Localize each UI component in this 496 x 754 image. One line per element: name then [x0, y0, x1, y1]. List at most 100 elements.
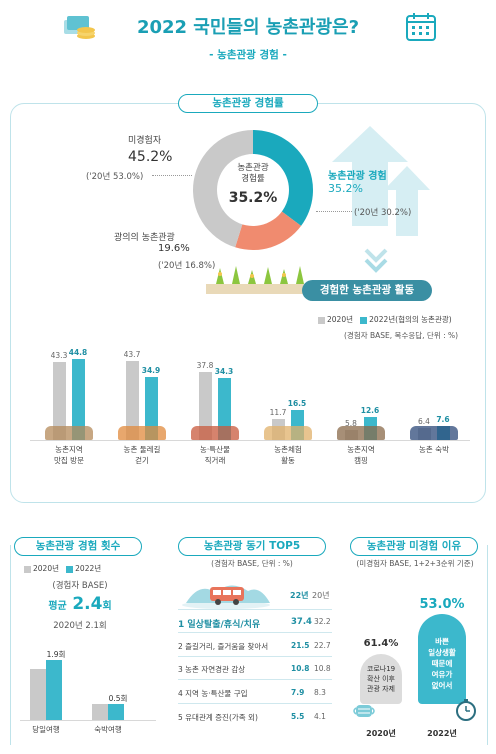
activities-baseline: [30, 440, 470, 441]
activity-value-2020: 6.4: [418, 417, 430, 427]
activity-illustration-icon: [264, 426, 312, 440]
motive-row-1-v20: 32.2: [314, 617, 331, 626]
activity-value-2022: 34.3: [214, 367, 234, 377]
motive-row-2-label: 2 즐길거리, 즐거움을 찾아서: [178, 642, 269, 651]
count-value-label: 0.5회: [108, 694, 128, 704]
reason-left-year: 2020년: [366, 729, 396, 738]
calendar-icon: [404, 10, 438, 44]
wide-tourism-value: 19.6%: [158, 243, 190, 254]
count-category-label: 숙박여행: [94, 725, 122, 734]
non-experienced-value: 45.2%: [128, 149, 173, 165]
crops-illustration: [206, 262, 318, 294]
activity-value-2020: 5.8: [345, 418, 357, 428]
bus-illustration: [180, 575, 272, 609]
activity-illustration-icon: [337, 426, 385, 440]
motives-col-20: 20년: [312, 591, 330, 600]
motives-header-divider: [178, 609, 332, 610]
count-average-value: 2.4: [72, 594, 103, 614]
motive-row-4-v22: 7.9: [291, 688, 305, 697]
count-average-unit: 회: [102, 601, 112, 612]
activity-bar-2022: [218, 378, 231, 440]
page-title: 2022 국민들의 농촌관광은?: [136, 17, 360, 38]
legend-2020-label: 2020년: [327, 315, 353, 324]
activity-value-2022: 34.9: [141, 366, 161, 376]
activity-bar-2020: [126, 361, 139, 440]
legend-2022-label: 2022년(협의의 농촌관광): [369, 315, 452, 324]
motive-row-5-label: 5 유대관계 증진(가족 외): [178, 713, 258, 722]
activity-bar-2022: [72, 359, 85, 440]
experienced-prev: ('20년 30.2%): [354, 208, 412, 218]
count-value-label: 1.9회: [46, 649, 66, 659]
activities-section-label: 경험한 농촌관광 활동: [302, 280, 432, 301]
activity-bar-2020: [53, 362, 66, 440]
reason-right-bubble: [418, 614, 466, 704]
motive-divider-2: [178, 656, 332, 657]
non-experienced-prev: ('20년 53.0%): [86, 172, 144, 182]
activities-legend: 2020년 2022년(협의의 농촌관광): [318, 314, 452, 325]
reason-left-text: 코로나19 확산 이후 관광 자제: [366, 665, 396, 693]
activity-value-2022: 7.6: [436, 415, 450, 425]
reasons-note: (미경험자 BASE, 1+2+3순위 기준): [356, 559, 474, 568]
activity-value-2022: 44.8: [68, 348, 88, 358]
motives-section-label: 농촌관광 동기 TOP5: [178, 537, 326, 556]
motive-row-1: 1 일상탈출/휴식/치유 37.4 32.2: [178, 617, 334, 630]
count-panel: [10, 545, 162, 745]
motive-row-5-v22: 5.5: [291, 712, 305, 721]
header-coins-icon: [62, 12, 98, 44]
count-baseline: [20, 720, 156, 721]
count-average: 평균 2.4회: [20, 594, 140, 614]
activity-illustration-icon: [191, 426, 239, 440]
experienced-value: 35.2%: [328, 182, 363, 195]
motive-divider-3: [178, 679, 332, 680]
experience-donut: [189, 126, 317, 254]
motive-row-2-v22: 21.5: [291, 641, 310, 650]
activity-category-label: 농촌체험 활동: [274, 445, 302, 465]
motive-divider-1: [178, 632, 332, 633]
experienced-label: 농촌관광 경험: [328, 171, 387, 182]
count-prev: 2020년 2.1회: [53, 621, 107, 631]
motive-row-4-v20: 8.3: [314, 688, 326, 697]
activity-category-label: 농촌지역 캠핑: [347, 445, 375, 465]
wide-tourism-label: 광의의 농촌관광: [114, 233, 175, 243]
count-base-note: (경험자 BASE): [52, 581, 108, 591]
count-bar-2022: [46, 659, 62, 720]
motive-row-1-v22: 37.4: [291, 617, 312, 627]
experience-section-label: 농촌관광 경험률: [178, 94, 318, 113]
motive-row-5-v20: 4.1: [314, 712, 326, 721]
activity-category-label: 농촌 숙박: [419, 445, 449, 454]
activity-bar-2022: [145, 377, 158, 440]
activity-illustration-icon: [410, 426, 458, 440]
reasons-panel: [340, 545, 488, 745]
motive-row-4: 4 지역 농·특산물 구입 7.9 8.3: [178, 688, 334, 700]
activity-value-2020: 43.3: [50, 351, 68, 361]
stopwatch-icon: [454, 698, 478, 722]
legend-2020-swatch: [318, 316, 325, 324]
count-bar-2020: [30, 669, 46, 720]
count-legend-2022: 2022년: [75, 564, 102, 573]
legend-2022-swatch: [360, 316, 368, 324]
activity-value-2020: 43.7: [123, 350, 141, 360]
activities-note: (경험자 BASE, 복수응답, 단위 : %): [344, 331, 459, 340]
reason-right-year: 2022년: [427, 729, 457, 738]
wide-tourism-prev: ('20년 16.8%): [158, 261, 216, 271]
motive-row-1-label: 1 일상탈출/휴식/치유: [178, 620, 261, 630]
count-bar-2022: [108, 704, 124, 720]
activity-value-2022: 12.6: [360, 406, 380, 416]
motives-note: (경험자 BASE, 단위 : %): [211, 559, 293, 568]
activity-bar-2020: [199, 371, 212, 440]
activity-category-label: 농·특산물 직거래: [200, 445, 230, 465]
activity-illustration-icon: [118, 426, 166, 440]
up-arrows-icon: [330, 126, 440, 286]
count-legend-2020-swatch: [24, 565, 31, 573]
leader-exp: [316, 211, 352, 212]
motive-row-4-label: 4 지역 농·특산물 구입: [178, 689, 248, 698]
motive-row-2: 2 즐길거리, 즐거움을 찾아서 21.5 22.7: [178, 641, 334, 653]
activity-value-2020: 37.8: [196, 360, 214, 370]
motives-col-22: 22년: [290, 591, 309, 600]
reasons-section-label: 농촌관광 미경험 이유: [350, 537, 478, 556]
count-legend: 2020년 2022년: [24, 563, 101, 574]
leader-non: [152, 175, 192, 176]
motive-row-3-label: 3 농촌 자연경관 감상: [178, 665, 246, 674]
activities-chart: 43.3 44.8 농촌지역 맛집 방문 43.7 34.9 농촌 둘레길 걷기 37.8 3…: [20, 300, 476, 480]
motive-row-5: 5 유대관계 증진(가족 외) 5.5 4.1: [178, 712, 334, 724]
